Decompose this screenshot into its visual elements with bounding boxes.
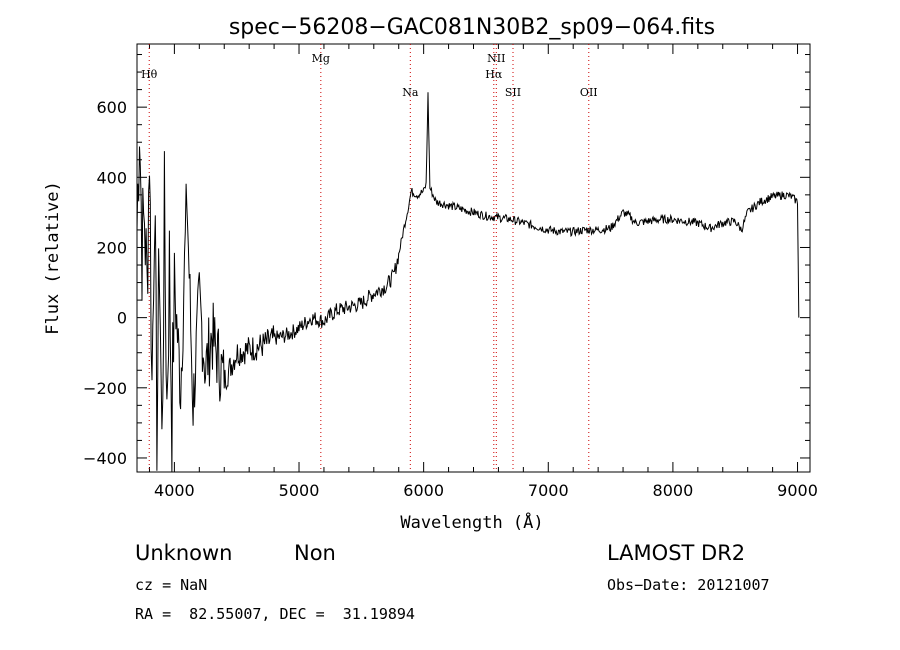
emission-line-markers [148,44,590,472]
y-tick-label: −200 [83,379,127,398]
spectrum-series-line [136,92,800,473]
x-axis-tick-labels: 4000 5000 6000 7000 8000 9000 [154,481,818,500]
y-axis-ticks [137,54,810,459]
y-tick-label: 400 [96,168,127,187]
x-axis-ticks [148,44,799,472]
emission-line-label: Na [402,86,419,99]
plot-frame [136,43,811,473]
x-tick-label: 5000 [279,481,320,500]
x-tick-label: 9000 [777,481,818,500]
x-tick-label: 4000 [154,481,195,500]
y-tick-label: −400 [83,449,127,468]
cz-text: cz = NaN [135,576,207,594]
obs-date-text: Obs−Date: 20121007 [607,576,770,594]
subclass-label: Non [294,541,336,565]
x-tick-label: 6000 [403,481,444,500]
x-tick-label: 8000 [653,481,694,500]
emission-line-label: Mg [312,52,330,65]
y-tick-label: 600 [96,98,127,117]
x-axis-label: Wavelength (Å) [400,511,543,533]
emission-line-label: OII [580,86,598,99]
emission-line-label: NII [487,52,505,65]
survey-text: LAMOST DR2 [607,541,745,565]
y-tick-label: 0 [117,309,127,328]
x-tick-label: 7000 [528,481,569,500]
emission-line-label: SII [505,86,521,99]
y-axis-tick-labels: −400 −200 0 200 400 600 [83,98,127,468]
emission-line-label: Hα [485,68,503,81]
chart-title: spec−56208−GAC081N30B2_sp09−064.fits [229,15,715,40]
y-tick-label: 200 [96,238,127,257]
y-axis-label: Flux (relative) [43,181,63,335]
class-label: Unknown [135,541,232,565]
emission-line-label: Hθ [141,68,158,81]
coords-text: RA = 82.55007, DEC = 31.19894 [135,605,415,623]
